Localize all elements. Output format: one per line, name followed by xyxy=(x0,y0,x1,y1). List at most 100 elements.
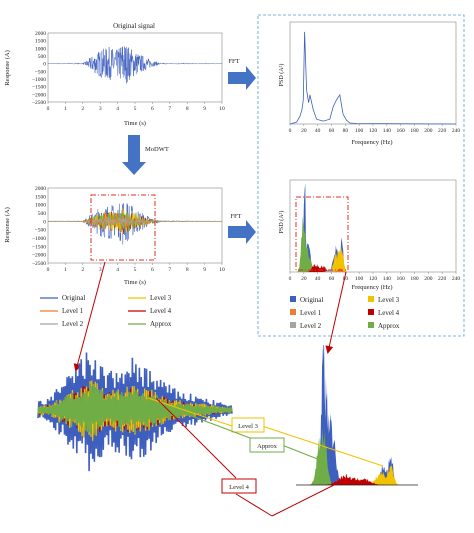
legend-freq-swatch-1 xyxy=(368,296,374,302)
panel-a-xtick-tick-6: 6 xyxy=(151,106,154,112)
panel-a-ylabel: Response (A) xyxy=(4,50,11,86)
panel-a-ytick-tick-5: −500 xyxy=(35,69,47,75)
modwt-label: MoDWT xyxy=(145,146,169,153)
panel-b-xtick-tick-6: 120 xyxy=(369,128,378,134)
panel-a-ytick-tick-7: −1500 xyxy=(32,85,46,91)
legend-time-label-0: Original xyxy=(62,294,85,302)
legend-time: Original Level 3 Level 1 Level 4 Level 2 Appr… xyxy=(40,294,172,328)
zoom-arrow-freq xyxy=(325,271,347,354)
panel-c-xtick-tick-0: 0 xyxy=(47,267,50,273)
panel-c-ytick-tick-6: −1000 xyxy=(32,236,46,242)
callout-level4: Level 4 xyxy=(155,397,349,517)
panel-c-ylabel: Response (A) xyxy=(4,207,11,243)
panel-d-xlabel: Frequency (Hz) xyxy=(352,284,393,291)
callout-level4-text: Level 4 xyxy=(229,484,249,491)
enlarged-time-series-approx xyxy=(37,383,233,435)
panel-d-zoom-box xyxy=(295,196,349,271)
frequency-group-box xyxy=(257,14,465,337)
fft-label-top: FFT xyxy=(228,58,239,65)
panel-a-ytick-tick-3: 500 xyxy=(38,54,47,60)
panel-b-xtick-tick-7: 140 xyxy=(383,128,392,134)
panel-d-series-original xyxy=(290,183,456,272)
panel-c-xtick-tick-2: 2 xyxy=(81,267,84,273)
panel-d-series-approx xyxy=(290,215,456,272)
panel-d-xtick-tick-10: 200 xyxy=(424,276,433,282)
panel-a-ytick-tick-4: 0 xyxy=(43,62,46,68)
panel-c-xtick-tick-10: 10 xyxy=(219,267,225,273)
panel-a-ytick-tick-6: −1000 xyxy=(32,77,46,83)
legend-freq-label-2: Level 1 xyxy=(300,309,322,317)
panel-d-xtick-tick-8: 160 xyxy=(397,276,406,282)
panel-original-psd: 0 20 40 60 80 100 120 140 160 180 200 220 240 PSD (A… xyxy=(278,21,461,146)
panel-c-series-level3 xyxy=(47,208,223,233)
panel-a-xlabel: Time (s) xyxy=(124,120,146,127)
enlarged-time-signal xyxy=(37,352,233,472)
enlarged-psd-series-approx xyxy=(296,427,418,485)
legend-freq-swatch-0 xyxy=(290,296,296,302)
panel-b-xtick-tick-3: 60 xyxy=(329,128,335,134)
panel-b-xtick-tick-0: 0 xyxy=(289,128,292,134)
panel-b-xticks: 0 20 40 60 80 100 120 140 160 180 200 220 240 xyxy=(289,124,461,134)
panel-c-xtick-tick-8: 8 xyxy=(186,267,189,273)
panel-d-series-level2 xyxy=(290,269,456,272)
legend-freq-swatch-3 xyxy=(368,309,374,315)
panel-b-xtick-tick-9: 180 xyxy=(410,128,419,134)
callout-level3-text: Level 3 xyxy=(238,423,258,430)
legend-freq-swatch-2 xyxy=(290,309,296,315)
panel-b-frame xyxy=(289,21,457,125)
panel-b-original-series xyxy=(289,31,457,125)
panel-c-series-group xyxy=(47,203,223,245)
panel-c-ytick-tick-7: −1500 xyxy=(32,244,46,250)
legend-freq-label-0: Original xyxy=(300,296,323,304)
panel-a-xticks: 0 1 2 3 4 5 6 7 8 9 10 xyxy=(47,102,225,112)
panel-decomposed-psd: 0 20 40 60 80 100 120 140 160 180 200 220 240 PSD (A… xyxy=(278,179,460,291)
panel-c-xlabel: Time (s) xyxy=(124,279,146,286)
panel-d-xtick-tick-5: 100 xyxy=(355,276,364,282)
panel-a-ytick-tick-2: 1000 xyxy=(35,46,46,52)
panel-d-xtick-tick-6: 120 xyxy=(369,276,378,282)
panel-a-xtick-tick-1: 1 xyxy=(64,106,67,112)
panel-c-ytick-tick-0: 2000 xyxy=(35,186,46,192)
panel-a-title: Original signal xyxy=(113,22,155,30)
legend-freq-label-5: Approx xyxy=(378,322,400,330)
panel-a-xtick-tick-9: 9 xyxy=(203,106,206,112)
panel-d-ylabel: PSD (A²) xyxy=(278,211,285,234)
panel-b-xtick-tick-1: 20 xyxy=(301,128,307,134)
panel-c-ytick-tick-5: −500 xyxy=(35,228,47,234)
panel-c-ytick-tick-9: −2500 xyxy=(32,261,46,267)
panel-d-xtick-tick-1: 20 xyxy=(301,276,307,282)
panel-a-xtick-tick-3: 3 xyxy=(99,106,102,112)
legend-freq-swatch-5 xyxy=(368,322,374,328)
legend-freq-swatch-4 xyxy=(290,322,296,328)
panel-decomposed-time: 2000 1500 1000 500 0 −500 −1000 −1500 −2000 −2500… xyxy=(4,186,225,286)
panel-c-yticks: 2000 1500 1000 500 0 −500 −1000 −1500 −2000 −2500 xyxy=(32,186,46,267)
panel-c-ytick-tick-8: −2000 xyxy=(32,253,46,259)
legend-time-label-4: Level 2 xyxy=(62,320,84,328)
panel-a-xtick-tick-8: 8 xyxy=(186,106,189,112)
panel-c-xticks: 0 1 2 3 4 5 6 7 8 9 10 xyxy=(47,263,225,273)
panel-a-ytick-tick-1: 1500 xyxy=(35,39,46,45)
panel-a-ytick-tick-0: 2000 xyxy=(35,31,46,37)
panel-d-xtick-tick-0: 0 xyxy=(289,276,292,282)
panel-b-xtick-tick-12: 240 xyxy=(452,128,461,134)
panel-b-xtick-tick-2: 40 xyxy=(315,128,321,134)
zoom-arrow-time xyxy=(73,261,106,372)
enlarged-psd-series-level4 xyxy=(296,474,418,485)
callout-approx: Approx xyxy=(159,403,321,461)
modwt-arrow: MoDWT xyxy=(122,135,169,175)
panel-c-ytick-tick-2: 1000 xyxy=(35,203,46,209)
panel-d-xtick-tick-3: 60 xyxy=(329,276,335,282)
panel-a-xtick-tick-4: 4 xyxy=(116,106,119,112)
panel-a-xtick-tick-2: 2 xyxy=(81,106,84,112)
legend-time-label-1: Level 3 xyxy=(150,294,172,302)
panel-a-xtick-tick-10: 10 xyxy=(219,106,225,112)
panel-c-ytick-tick-3: 500 xyxy=(38,211,47,217)
panel-c-xtick-tick-5: 5 xyxy=(134,267,137,273)
panel-c-series-level2 xyxy=(48,216,223,226)
panel-b-ylabel: PSD (A²) xyxy=(278,64,285,87)
enlarged-psd xyxy=(296,345,418,486)
panel-a-xtick-tick-7: 7 xyxy=(168,106,171,112)
legend-freq: Original Level 3 Level 1 Level 4 Level 2 Appr… xyxy=(290,296,400,330)
panel-c-xtick-tick-7: 7 xyxy=(168,267,171,273)
